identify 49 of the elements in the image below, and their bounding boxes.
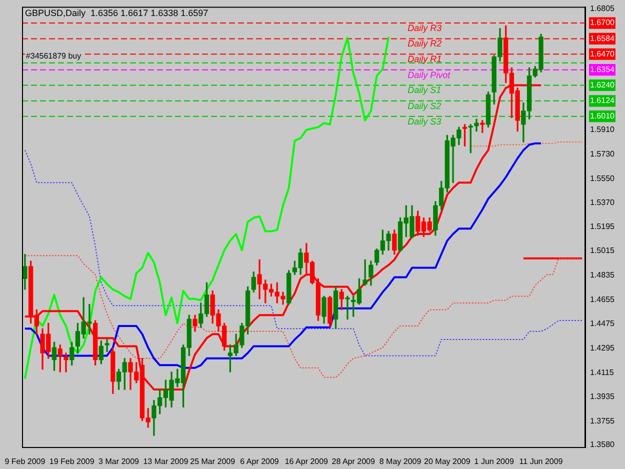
y-tick-label: 1.5195 xyxy=(590,222,616,231)
y-tick-label: 1.6010 xyxy=(590,112,616,121)
candlestick xyxy=(362,259,368,286)
y-tick-label: 1.6240 xyxy=(590,80,616,90)
y-tick-label: 1.6805 xyxy=(590,4,616,14)
x-tick-label: 13 Mar 2009 xyxy=(143,457,189,466)
y-tick-label: 1.4655 xyxy=(590,294,616,304)
x-tick-label: 6 Apr 2009 xyxy=(240,457,280,466)
y-tick-label: 1.4835 xyxy=(590,270,616,280)
y-tick-label: 1.5370 xyxy=(590,198,616,208)
y-tick-label: 1.5550 xyxy=(590,174,616,183)
y-tick-label: 1.5730 xyxy=(590,149,616,158)
ref-line-label: Daily S3 xyxy=(408,116,442,126)
y-tick-label: 1.4115 xyxy=(590,368,614,377)
y-tick-label: 1.6124 xyxy=(590,96,616,106)
x-tick-label: 16 Apr 2009 xyxy=(284,457,329,466)
candlestick xyxy=(64,352,68,372)
y-tick-label: 1.3935 xyxy=(590,392,616,402)
x-tick-label: 9 Feb 2009 xyxy=(4,457,46,466)
y-tick-label: 1.3580 xyxy=(590,440,616,450)
x-tick-label: 25 Mar 2009 xyxy=(190,457,236,466)
y-tick-label: 1.4475 xyxy=(590,319,616,328)
candlestick xyxy=(345,296,350,320)
y-tick-label: 1.6470 xyxy=(590,49,616,58)
y-tick-label: 1.4295 xyxy=(590,343,616,352)
x-tick-label: 20 May 2009 xyxy=(424,457,471,466)
y-tick-label: 1.5910 xyxy=(590,125,616,134)
x-tick-label: 11 Jun 2009 xyxy=(519,457,564,466)
x-tick-label: 19 Feb 2009 xyxy=(49,457,95,466)
candlestick xyxy=(474,118,479,132)
ref-line-label: Daily Pivot xyxy=(408,70,451,80)
x-tick-label: 3 Mar 2009 xyxy=(98,457,140,466)
y-tick-label: 1.6700 xyxy=(590,18,616,28)
x-tick-label: 8 May 2009 xyxy=(379,457,422,466)
ref-line-label: Daily S1 xyxy=(408,85,442,96)
x-tick-label: 1 Jun 2009 xyxy=(474,457,514,466)
x-tick-label: 28 Apr 2009 xyxy=(332,457,376,466)
ref-line-label: Daily R2 xyxy=(408,38,442,49)
y-tick-label: 1.6354 xyxy=(590,65,616,74)
y-tick-label: 1.3755 xyxy=(590,416,616,426)
ref-line-label: Daily S2 xyxy=(408,100,442,111)
chart-title: GBPUSD,Daily 1.6356 1.6617 1.6338 1.6597 xyxy=(25,8,208,18)
y-tick-label: 1.5015 xyxy=(590,246,616,256)
annotation: #34561879 buy xyxy=(26,51,82,60)
line-series xyxy=(24,255,583,378)
ref-line-label: Daily R3 xyxy=(408,23,442,34)
ref-line-label: Daily R1 xyxy=(408,54,442,64)
candlestick xyxy=(104,339,110,352)
y-tick-label: 1.6584 xyxy=(590,34,616,43)
